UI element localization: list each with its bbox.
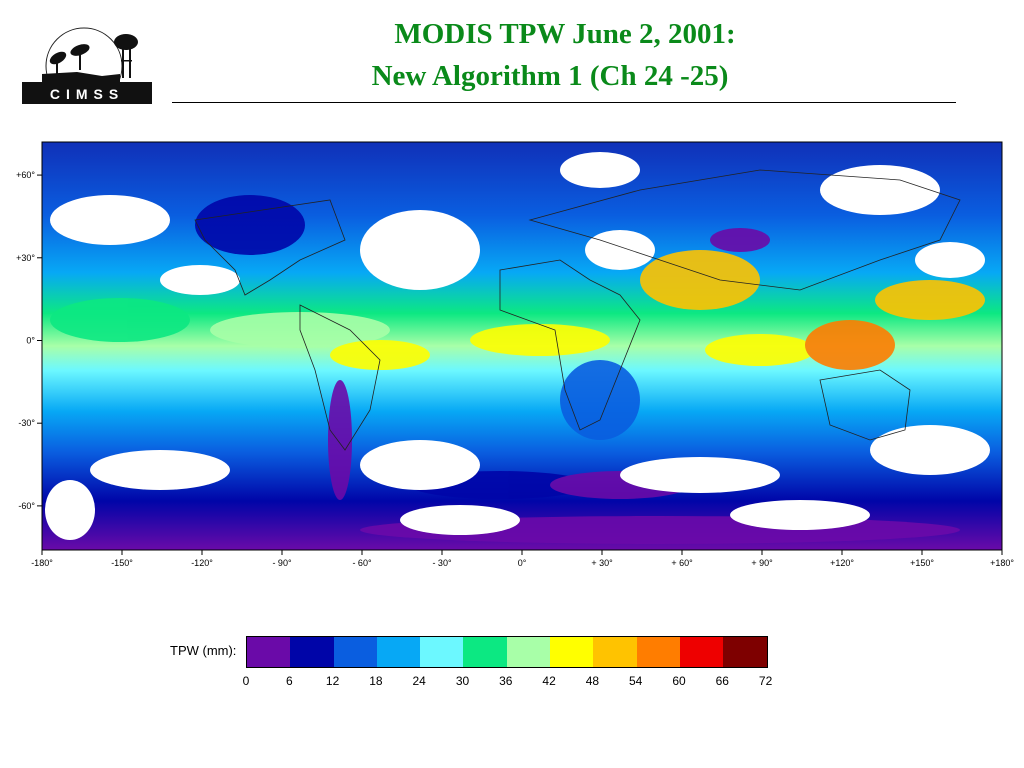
water-tower-icon xyxy=(114,34,138,78)
cimss-logo: CIMSS xyxy=(22,27,152,104)
legend-tick-label: 42 xyxy=(542,674,556,688)
legend-label: TPW (mm): xyxy=(170,643,237,658)
colorbar-segment xyxy=(290,637,334,667)
longitude-ticks: -180° -150° -120° - 90° - 60° - 30° 0° + 30° + 6… xyxy=(31,550,1014,568)
tpw-map: -180° -150° -120° - 90° - 60° - 30° 0° + 30° + 6… xyxy=(16,141,1014,568)
colorbar-segment xyxy=(463,637,507,667)
lat-tick-label: -60° xyxy=(18,501,35,511)
colorbar-segment xyxy=(636,637,680,667)
legend-ticks: 0 6 12 18 24 30 36 42 48 54 60 66 72 xyxy=(226,674,786,692)
colorbar-segment xyxy=(550,637,594,667)
moisture-patches xyxy=(50,195,985,544)
logo-text: CIMSS xyxy=(50,86,124,102)
lon-tick-label: -180° xyxy=(31,558,53,568)
lon-tick-label: + 60° xyxy=(671,558,693,568)
lon-tick-label: - 60° xyxy=(352,558,372,568)
legend-tick-label: 60 xyxy=(672,674,686,688)
legend-tick-label: 48 xyxy=(585,674,600,688)
legend-tick-label: 72 xyxy=(758,674,773,688)
colorbar-segment xyxy=(679,637,724,667)
colorbar-segment xyxy=(247,637,291,667)
legend-tick-label: 54 xyxy=(629,674,643,688)
colorbar-segment xyxy=(333,637,377,667)
lon-tick-label: +180° xyxy=(990,558,1014,568)
colorbar-segment xyxy=(593,637,637,667)
title-line-1: MODIS TPW June 2, 2001: xyxy=(394,18,736,50)
tpw-colorbar xyxy=(246,636,768,668)
lat-tick-label: -30° xyxy=(18,418,35,428)
lon-tick-label: -120° xyxy=(191,558,213,568)
legend-tick-label: 6 xyxy=(285,674,293,688)
legend-tick-label: 30 xyxy=(455,674,470,688)
lat-tick-label: +60° xyxy=(16,170,35,180)
lon-tick-label: +150° xyxy=(910,558,934,568)
legend-tick-label: 12 xyxy=(325,674,340,688)
colorbar-segment xyxy=(723,637,767,667)
cloud-mask xyxy=(45,152,990,540)
lat-tick-label: 0° xyxy=(26,335,35,345)
lon-tick-label: - 90° xyxy=(272,558,292,568)
title-line-2: New Algorithm 1 (Ch 24 -25) xyxy=(371,60,729,92)
lon-tick-label: 0° xyxy=(518,558,527,568)
colorbar-segment xyxy=(506,637,551,667)
continent-outlines xyxy=(194,169,961,451)
colorbar-segment xyxy=(420,637,464,667)
lon-tick-label: - 30° xyxy=(432,558,452,568)
lon-tick-label: +120° xyxy=(830,558,854,568)
latitude-ticks: +60° +30° 0° -30° -60° xyxy=(16,170,42,511)
lon-tick-label: + 90° xyxy=(751,558,773,568)
legend-tick-label: 0 xyxy=(242,674,250,688)
legend-tick-label: 24 xyxy=(412,674,426,688)
legend-tick-label: 66 xyxy=(715,674,729,688)
lon-tick-label: -150° xyxy=(111,558,133,568)
lon-tick-label: + 30° xyxy=(591,558,613,568)
legend-tick-label: 36 xyxy=(499,674,513,688)
header-divider xyxy=(172,102,956,103)
satellite-dish-icon xyxy=(42,44,120,82)
lat-tick-label: +30° xyxy=(16,253,35,263)
legend-tick-label: 18 xyxy=(369,674,383,688)
colorbar-segment xyxy=(376,637,421,667)
